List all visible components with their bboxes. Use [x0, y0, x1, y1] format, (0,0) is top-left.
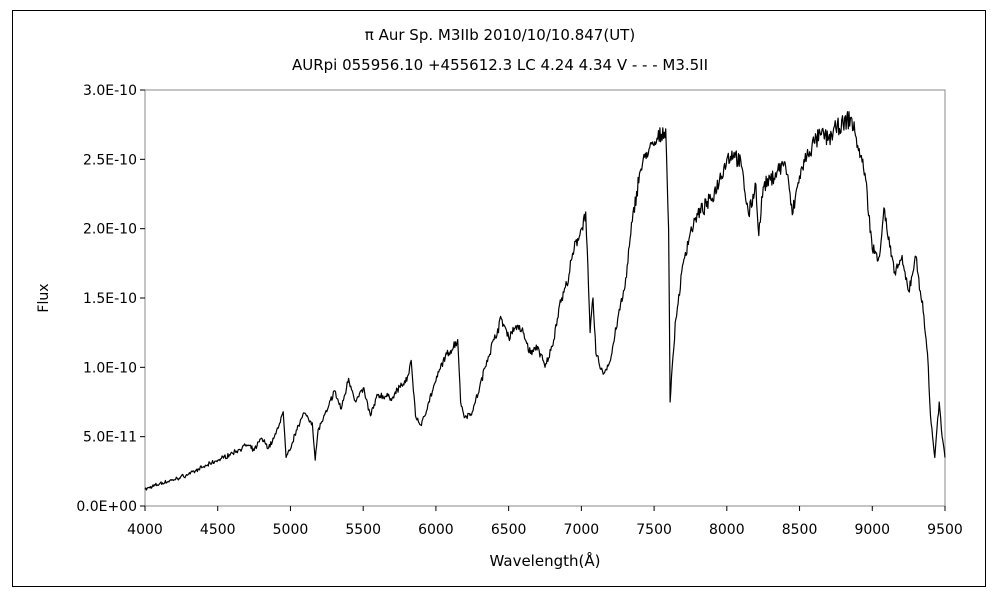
x-tick-label: 8500	[782, 522, 818, 538]
x-tick-label: 6000	[418, 522, 454, 538]
y-tick-label: 5.0E-11	[83, 430, 137, 446]
x-tick-label: 6500	[491, 522, 527, 538]
y-tick-label: 2.0E-10	[83, 222, 137, 238]
y-tick-label: 2.5E-10	[83, 152, 137, 168]
spectrum-line	[144, 111, 946, 491]
x-tick-label: 9500	[927, 522, 963, 538]
x-tick-label: 5500	[345, 522, 381, 538]
x-axis-label: Wavelength(Å)	[490, 551, 601, 570]
chart-frame	[12, 10, 986, 587]
x-tick-label: 9000	[854, 522, 890, 538]
x-tick-label: 8000	[709, 522, 745, 538]
y-axis: 0.0E+00 5.0E-11 1.0E-10 1.5E-10 2.0E-10 2.5E-…	[76, 83, 145, 515]
y-tick-label: 0.0E+00	[76, 499, 137, 515]
x-tick-label: 7500	[636, 522, 672, 538]
chart-title: π Aur Sp. M3IIb 2010/10/10.847(UT)	[365, 26, 635, 44]
x-tick-label: 4500	[200, 522, 236, 538]
y-tick-label: 1.0E-10	[83, 360, 137, 376]
y-axis-label: Flux	[36, 283, 52, 312]
x-tick-label: 4000	[127, 522, 163, 538]
x-tick-label: 7000	[564, 522, 600, 538]
x-tick-label: 5000	[273, 522, 309, 538]
x-axis: 4000 4500 5000 5500 6000 6500 7000 7500 8000 8500…	[127, 506, 963, 538]
y-tick-label: 3.0E-10	[83, 83, 137, 99]
y-tick-label: 1.5E-10	[83, 291, 137, 307]
chart-subtitle: AURpi 055956.10 +455612.3 LC 4.24 4.34 V…	[292, 56, 708, 74]
